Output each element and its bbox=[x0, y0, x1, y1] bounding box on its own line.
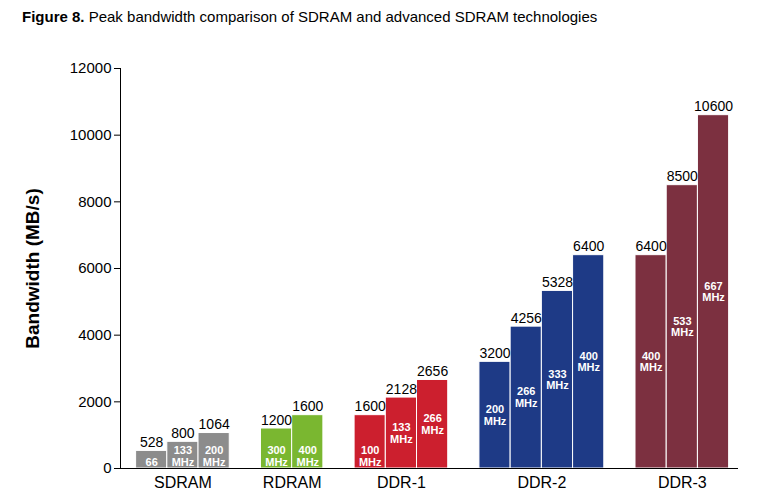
svg-text:200MHz: 200MHz bbox=[484, 403, 507, 427]
svg-text:66: 66 bbox=[146, 456, 158, 468]
svg-text:DDR-1: DDR-1 bbox=[377, 474, 426, 491]
svg-text:6400: 6400 bbox=[636, 238, 667, 254]
svg-text:266MHz: 266MHz bbox=[515, 385, 538, 409]
svg-text:DDR-3: DDR-3 bbox=[658, 474, 707, 491]
svg-text:6400: 6400 bbox=[573, 238, 604, 254]
svg-text:266MHz: 266MHz bbox=[421, 412, 444, 436]
html-text:Figure 8. Peak bandwidth compa: Figure 8. Peak bandwidth comparison of S… bbox=[22, 8, 598, 25]
svg-text:667MHz: 667MHz bbox=[702, 280, 725, 304]
svg-text:8500: 8500 bbox=[667, 168, 698, 184]
svg-text:1600: 1600 bbox=[355, 398, 386, 414]
svg-text:133MHz: 133MHz bbox=[172, 444, 195, 468]
svg-text:0: 0 bbox=[103, 459, 111, 476]
svg-text:400MHz: 400MHz bbox=[640, 350, 663, 374]
svg-text:5328: 5328 bbox=[542, 274, 573, 290]
svg-text:333MHz: 333MHz bbox=[546, 368, 569, 392]
svg-text:300MHz: 300MHz bbox=[265, 444, 288, 468]
svg-text:133MHz: 133MHz bbox=[390, 421, 413, 445]
svg-text:2656: 2656 bbox=[417, 363, 448, 379]
svg-text:DDR-2: DDR-2 bbox=[517, 474, 566, 491]
svg-text:8000: 8000 bbox=[78, 193, 111, 210]
svg-text:2128: 2128 bbox=[386, 381, 417, 397]
svg-text:533MHz: 533MHz bbox=[671, 315, 694, 339]
svg-text:1064: 1064 bbox=[199, 416, 230, 432]
svg-text:528: 528 bbox=[140, 434, 164, 450]
svg-text:10600: 10600 bbox=[694, 98, 733, 114]
svg-text:SDRAM: SDRAM bbox=[154, 474, 212, 491]
svg-text:4000: 4000 bbox=[78, 326, 111, 343]
svg-text:400MHz: 400MHz bbox=[296, 444, 319, 468]
svg-text:800: 800 bbox=[171, 425, 195, 441]
svg-text:12000: 12000 bbox=[70, 59, 112, 76]
svg-text:6000: 6000 bbox=[78, 259, 111, 276]
svg-text:RDRAM: RDRAM bbox=[263, 474, 322, 491]
svg-text:400MHz: 400MHz bbox=[577, 350, 600, 374]
svg-text:100MHz: 100MHz bbox=[359, 444, 382, 468]
svg-text:4256: 4256 bbox=[511, 310, 542, 326]
svg-text:10000: 10000 bbox=[70, 126, 112, 143]
svg-text:200MHz: 200MHz bbox=[203, 444, 226, 468]
svg-text:2000: 2000 bbox=[78, 393, 111, 410]
svg-text:Bandwidth (MB/s): Bandwidth (MB/s) bbox=[22, 188, 43, 348]
svg-text:1600: 1600 bbox=[292, 398, 323, 414]
svg-text:1200: 1200 bbox=[261, 412, 292, 428]
svg-text:3200: 3200 bbox=[479, 345, 510, 361]
